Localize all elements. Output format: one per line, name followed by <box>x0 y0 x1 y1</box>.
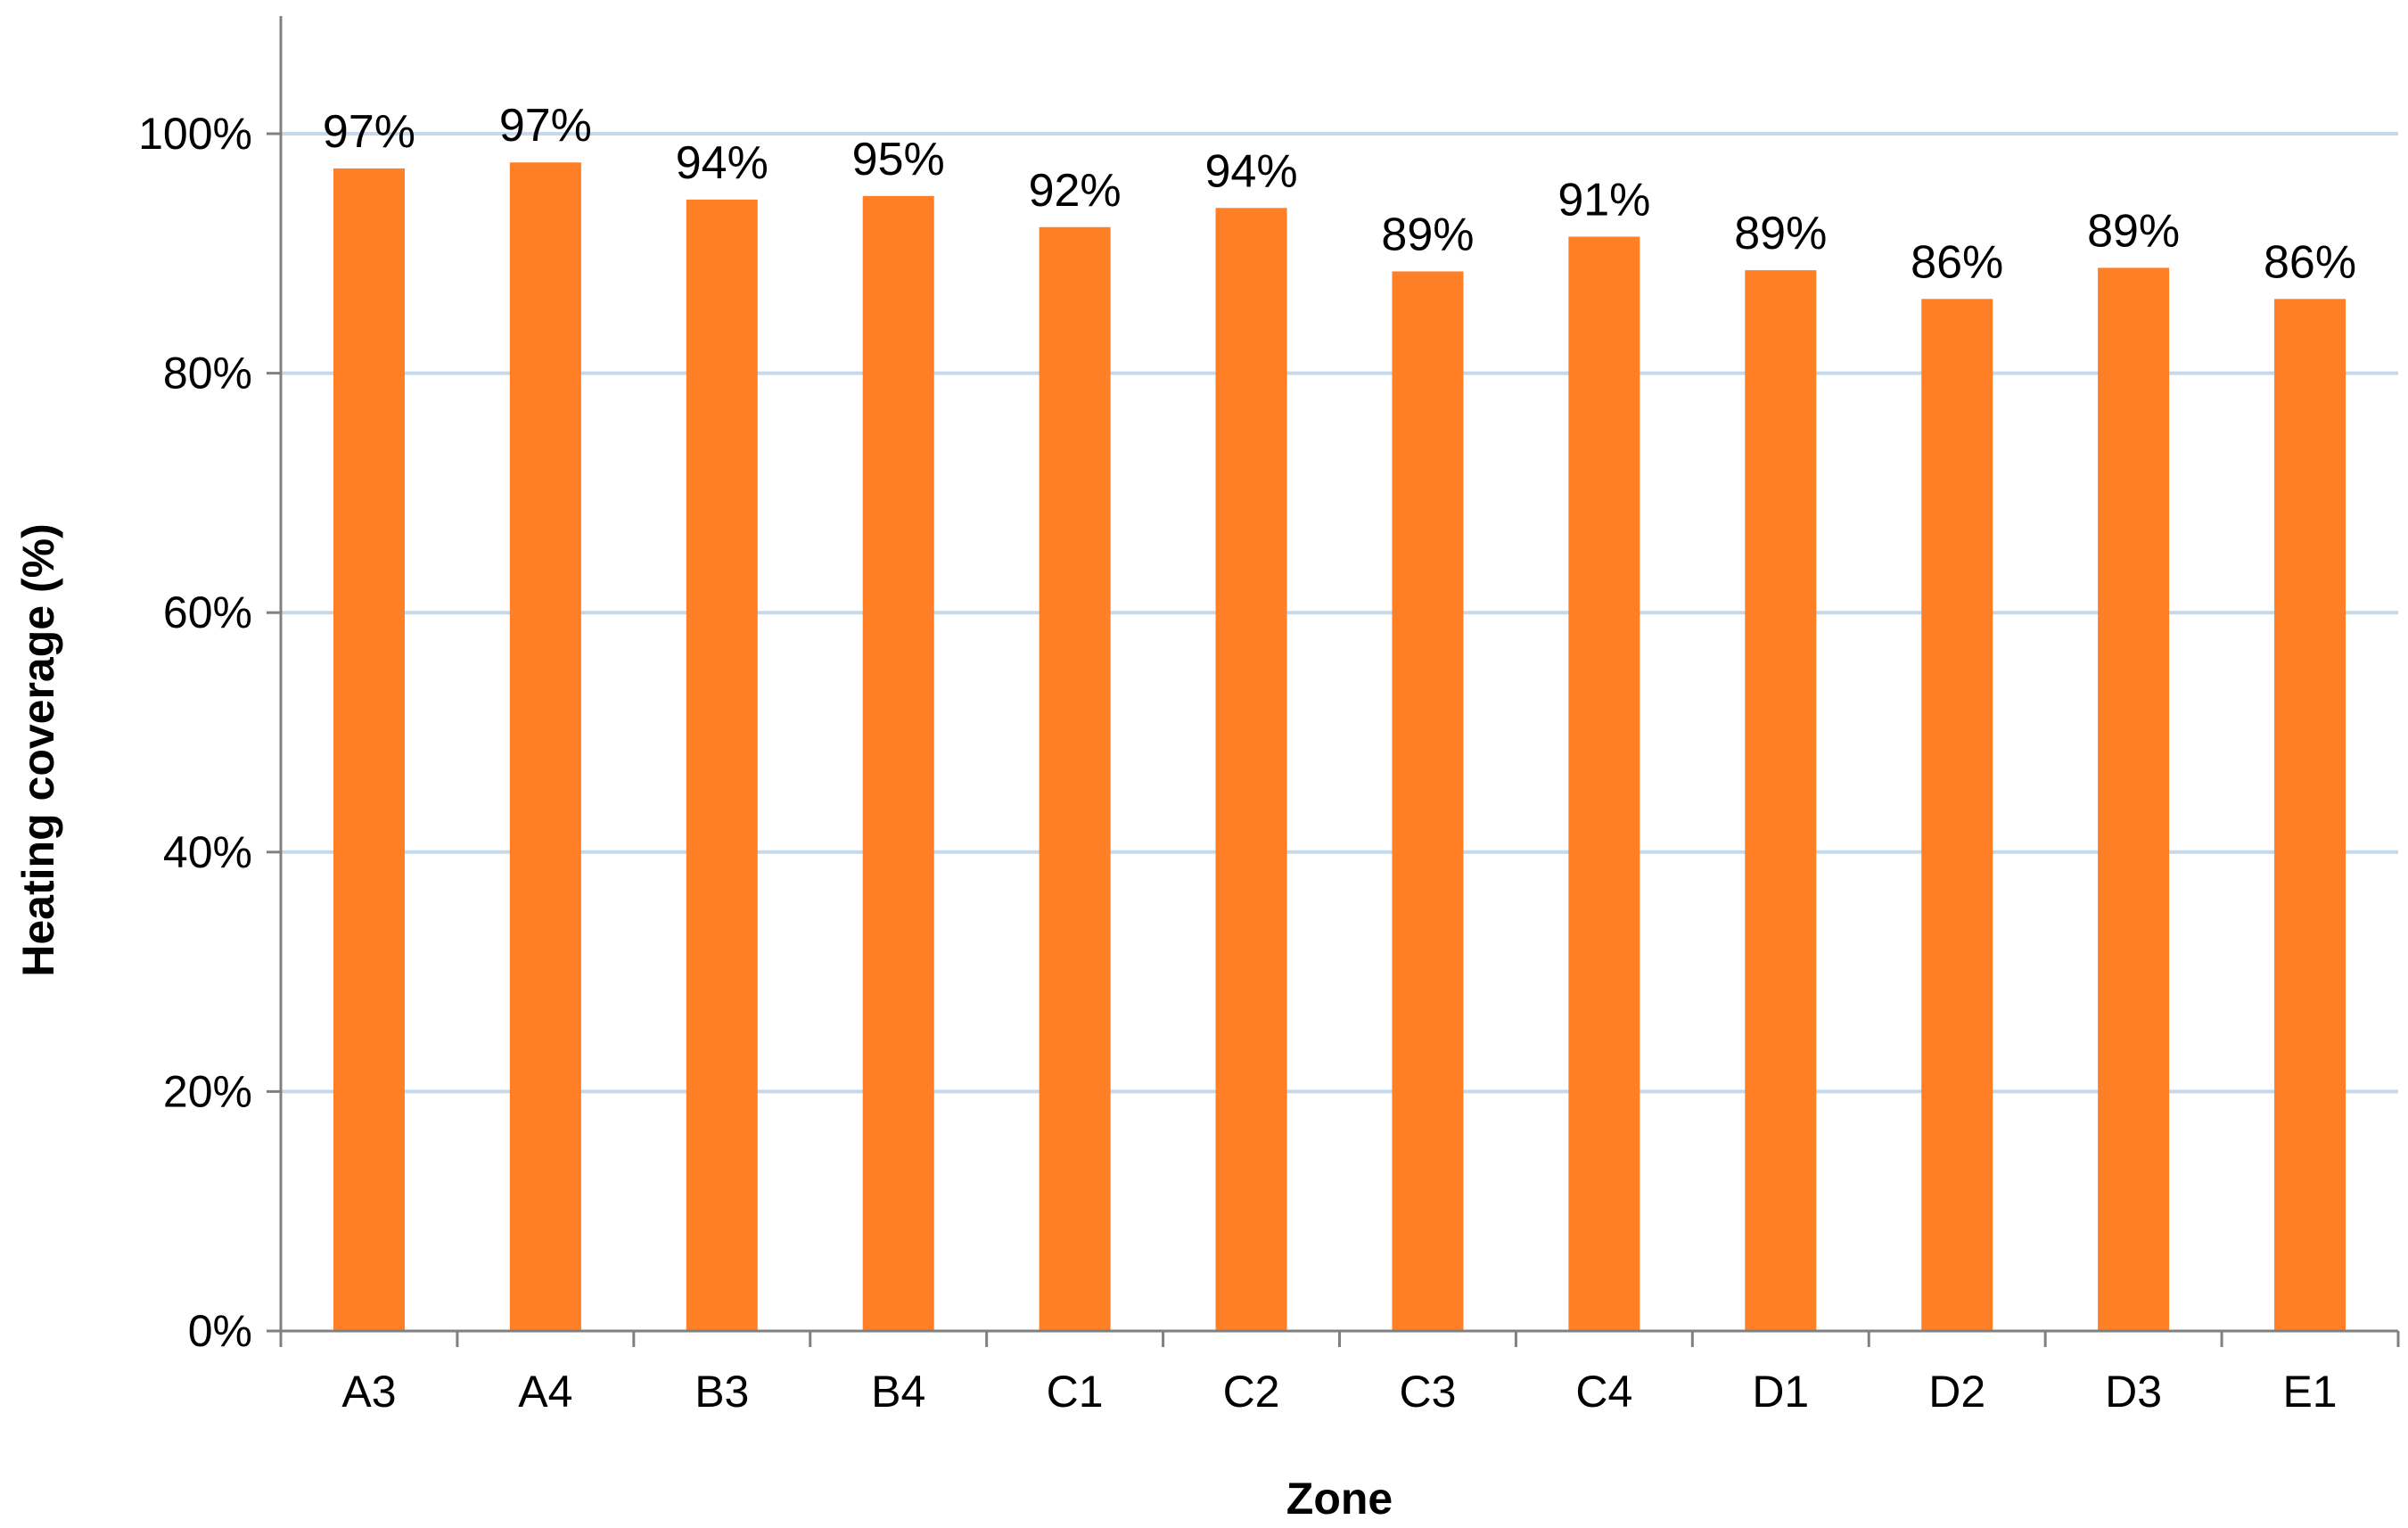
bar-c3 <box>1392 271 1464 1331</box>
data-label: 95% <box>852 134 945 185</box>
x-tick-label: C1 <box>1047 1367 1104 1417</box>
bar-a4 <box>509 162 581 1332</box>
bar-c2 <box>1215 208 1287 1332</box>
axes <box>267 16 2400 1347</box>
data-label: 97% <box>323 106 415 158</box>
y-tick-label: 100% <box>138 109 252 159</box>
x-tick-label: C3 <box>1399 1367 1456 1417</box>
bar-e1 <box>2274 299 2346 1332</box>
x-tick-label: B3 <box>694 1367 749 1417</box>
data-label: 94% <box>676 137 768 189</box>
data-labels: 97% 97% 94% 95% 92% 94% 89% 91% 89% 86% 89% 86% <box>323 100 2356 288</box>
data-label: 86% <box>2264 236 2356 288</box>
y-tick-label: 40% <box>163 827 252 877</box>
bars <box>333 162 2346 1332</box>
x-tick-label: D1 <box>1752 1367 1809 1417</box>
y-tick-label: 80% <box>163 349 252 398</box>
bar-d1 <box>1745 270 1817 1331</box>
data-label: 89% <box>1734 208 1827 259</box>
x-tick-label: C4 <box>1575 1367 1632 1417</box>
x-tick-label: D2 <box>1928 1367 1985 1417</box>
x-tick-label: B4 <box>871 1367 925 1417</box>
bar-c1 <box>1039 226 1111 1331</box>
data-label: 94% <box>1205 145 1298 197</box>
bar-d3 <box>2098 267 2170 1331</box>
data-label: 97% <box>499 100 592 152</box>
bar-a3 <box>333 168 405 1331</box>
x-axis-title: Zone <box>1286 1474 1393 1524</box>
y-tick-label: 60% <box>163 587 252 637</box>
bar-d2 <box>1921 299 1993 1332</box>
y-axis-title: Heating coverage (%) <box>13 523 63 976</box>
data-label: 86% <box>1911 236 2003 288</box>
x-tick-label: C2 <box>1223 1367 1280 1417</box>
gridlines <box>281 132 2398 1094</box>
y-tick-label: 20% <box>163 1066 252 1116</box>
x-tick-label: D3 <box>2105 1367 2162 1417</box>
y-tick-label: 0% <box>188 1306 252 1356</box>
data-label: 89% <box>1381 209 1474 260</box>
x-tick-label: A4 <box>518 1367 572 1417</box>
data-label: 92% <box>1029 165 1122 217</box>
bar-c4 <box>1568 236 1640 1331</box>
bar-b3 <box>686 199 758 1332</box>
tick-labels: 0% 20% 40% 60% 80% 100% A3 A4 B3 B4 C1 C2 C3 C4 D1 D2 D3… <box>138 109 2338 1417</box>
x-tick-label: E1 <box>2282 1367 2337 1417</box>
bar-b4 <box>862 195 934 1332</box>
data-label: 91% <box>1557 174 1650 226</box>
x-tick-label: A3 <box>341 1367 396 1417</box>
data-label: 89% <box>2087 205 2180 257</box>
